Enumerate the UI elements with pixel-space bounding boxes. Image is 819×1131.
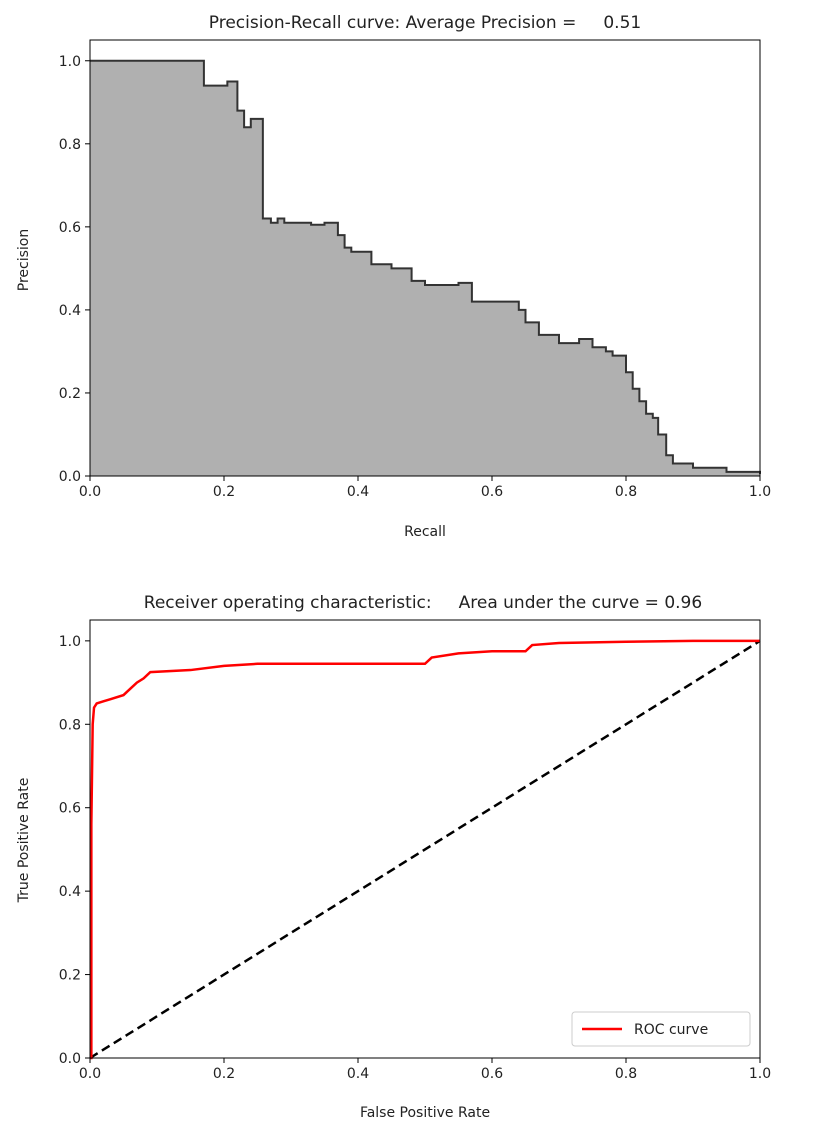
roc-legend-label: ROC curve xyxy=(634,1022,708,1038)
roc-legend-box xyxy=(571,1011,751,1047)
pr-y-tick-label: 0.8 xyxy=(59,137,81,153)
pr-frame xyxy=(89,39,761,477)
roc-y-tick-label: 0.8 xyxy=(59,717,81,733)
roc-y-tick-label: 0.0 xyxy=(59,1051,81,1067)
pr-plot-area xyxy=(90,59,761,477)
pr-x-tick-label: 0.4 xyxy=(347,484,369,500)
pr-chart-title: Precision-Recall curve: Average Precisio… xyxy=(209,13,641,33)
pr-y-tick-label: 1.0 xyxy=(59,54,81,70)
pr-x-axis-label: Recall xyxy=(404,524,446,540)
pr-x-tick-label: 0.8 xyxy=(615,484,637,500)
pr-chart: Precision-Recall curve: Average Precisio… xyxy=(16,13,771,540)
roc-x-axis-label: False Positive Rate xyxy=(360,1105,490,1121)
roc-plot-area xyxy=(89,639,761,1060)
roc-y-tick-label: 0.6 xyxy=(59,801,81,817)
roc-x-tick-label: 1.0 xyxy=(749,1066,771,1082)
pr-curve-line xyxy=(90,59,761,474)
roc-chart: Receiver operating characteristic: Area … xyxy=(16,593,771,1121)
roc-y-tick-label: 0.4 xyxy=(59,884,81,900)
roc-y-axis-label: True Positive Rate xyxy=(16,778,32,904)
roc-axes: 0.0 0.2 0.4 0.6 0.8 1.0 0.0 0.2 0.4 0.6 0.8 1.0 xyxy=(59,619,771,1082)
roc-x-tick-label: 0.4 xyxy=(347,1066,369,1082)
roc-x-tick-label: 0.6 xyxy=(481,1066,503,1082)
pr-y-axis-label: Precision xyxy=(16,229,32,291)
roc-chart-title: Receiver operating characteristic: Area … xyxy=(144,593,702,613)
roc-x-tick-label: 0.0 xyxy=(79,1066,101,1082)
pr-x-tick-label: 0.2 xyxy=(213,484,235,500)
roc-y-tick-label: 0.2 xyxy=(59,968,81,984)
pr-axes: 0.0 0.2 0.4 0.6 0.8 1.0 0.0 0.2 0.4 0.6 0.8 1.0 xyxy=(59,39,771,500)
roc-y-tick-label: 1.0 xyxy=(59,634,81,650)
roc-frame xyxy=(89,619,761,1059)
pr-y-tick-label: 0.0 xyxy=(59,469,81,485)
pr-area-fill xyxy=(90,60,760,477)
pr-x-tick-label: 0.0 xyxy=(79,484,101,500)
roc-chance-line xyxy=(89,639,761,1060)
roc-legend: ROC curve xyxy=(571,1011,751,1047)
pr-y-tick-label: 0.6 xyxy=(59,220,81,236)
roc-x-tick-label: 0.2 xyxy=(213,1066,235,1082)
pr-x-tick-label: 1.0 xyxy=(749,484,771,500)
roc-x-tick-label: 0.8 xyxy=(615,1066,637,1082)
pr-y-tick-label: 0.2 xyxy=(59,386,81,402)
pr-x-tick-label: 0.6 xyxy=(481,484,503,500)
pr-y-tick-label: 0.4 xyxy=(59,303,81,319)
roc-curve-line xyxy=(90,639,760,1060)
